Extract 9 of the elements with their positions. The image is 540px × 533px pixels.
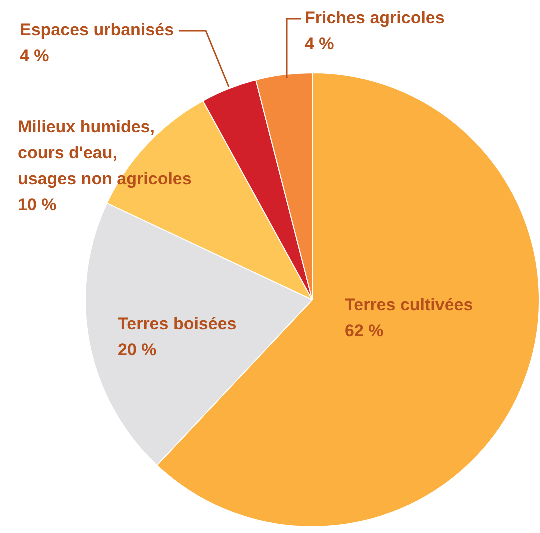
slice-label: Friches agricoles [305, 8, 445, 28]
slice-label: Terres boisées [118, 314, 237, 334]
slice-label: Espaces urbanisés [20, 20, 174, 40]
data-label: 62 % [345, 322, 384, 341]
data-label: 10 % [18, 196, 57, 215]
data-label: 4 % [305, 34, 334, 54]
data-label: 4 % [20, 46, 50, 66]
data-label: 20 % [118, 340, 157, 360]
slice-label: Terres cultivées [345, 296, 474, 315]
